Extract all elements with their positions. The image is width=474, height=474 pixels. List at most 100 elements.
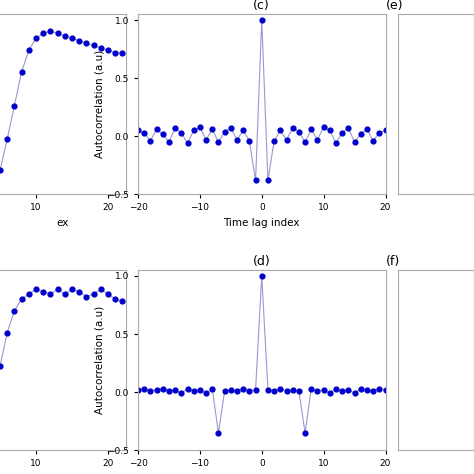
Point xyxy=(97,285,105,293)
Point xyxy=(32,285,40,293)
Point xyxy=(190,127,198,134)
Point xyxy=(369,137,377,145)
Text: (f): (f) xyxy=(386,255,400,268)
X-axis label: Time lag index: Time lag index xyxy=(224,218,300,228)
Point xyxy=(345,386,352,393)
Point xyxy=(10,102,18,109)
Point xyxy=(270,387,278,395)
Y-axis label: Autocorrelation (a.u): Autocorrelation (a.u) xyxy=(94,306,104,414)
Point xyxy=(25,291,33,298)
Point xyxy=(54,30,62,37)
Point xyxy=(153,386,160,393)
Point xyxy=(246,137,253,145)
Point xyxy=(32,35,40,42)
Point xyxy=(184,139,191,147)
Point xyxy=(338,129,346,137)
Point xyxy=(227,386,235,393)
Point xyxy=(252,386,259,393)
Text: (c): (c) xyxy=(254,0,270,12)
Point xyxy=(375,129,383,137)
Point xyxy=(118,49,126,56)
Point xyxy=(320,386,328,393)
Point xyxy=(382,127,389,134)
Point xyxy=(233,136,241,144)
Point xyxy=(134,386,142,393)
Point xyxy=(165,387,173,395)
Point xyxy=(184,385,191,392)
Point xyxy=(54,285,62,293)
Point xyxy=(209,126,216,133)
Point xyxy=(82,293,90,301)
Point xyxy=(326,127,334,134)
Point xyxy=(314,387,321,395)
Point xyxy=(239,127,247,134)
Point xyxy=(146,137,154,145)
Point xyxy=(233,387,241,395)
Point xyxy=(165,138,173,146)
Point xyxy=(178,390,185,397)
Point xyxy=(363,126,371,133)
Point xyxy=(215,429,222,437)
Point xyxy=(221,128,228,136)
Point xyxy=(18,68,26,76)
Point xyxy=(118,298,126,305)
Point xyxy=(111,49,119,56)
Point xyxy=(326,390,334,397)
Point xyxy=(252,177,259,184)
Point xyxy=(289,386,296,393)
Point xyxy=(314,136,321,144)
Point xyxy=(171,124,179,132)
Point xyxy=(246,387,253,395)
Point xyxy=(75,288,83,295)
Point xyxy=(363,386,371,393)
Point xyxy=(202,390,210,397)
Point xyxy=(140,129,148,137)
Point xyxy=(25,46,33,54)
Text: (d): (d) xyxy=(253,255,271,268)
Point xyxy=(10,307,18,315)
Point xyxy=(90,42,97,49)
Point xyxy=(357,130,365,138)
X-axis label: ex: ex xyxy=(57,218,69,228)
Point xyxy=(171,386,179,393)
Point xyxy=(332,139,340,147)
Point xyxy=(0,166,4,174)
Point xyxy=(46,27,54,35)
Point xyxy=(351,390,358,397)
Point xyxy=(159,385,166,392)
Point xyxy=(3,329,11,337)
Point xyxy=(146,387,154,395)
Point xyxy=(18,295,26,303)
Point xyxy=(375,385,383,392)
Point xyxy=(308,385,315,392)
Point xyxy=(276,385,284,392)
Point xyxy=(75,37,83,45)
Point xyxy=(104,291,112,298)
Point xyxy=(140,385,148,392)
Point xyxy=(46,291,54,298)
Point xyxy=(190,387,198,395)
Point xyxy=(345,124,352,132)
Point xyxy=(97,44,105,52)
Point xyxy=(283,136,290,144)
Point xyxy=(196,386,204,393)
Point xyxy=(178,129,185,137)
Point xyxy=(215,138,222,146)
Point xyxy=(301,429,309,437)
Point xyxy=(209,385,216,392)
Point xyxy=(276,127,284,134)
Point xyxy=(264,177,272,184)
Point xyxy=(61,32,69,40)
Point xyxy=(295,128,303,136)
Point xyxy=(338,387,346,395)
Point xyxy=(369,387,377,395)
Point xyxy=(264,386,272,393)
Point xyxy=(258,16,265,24)
Point xyxy=(308,126,315,133)
Point xyxy=(382,386,389,393)
Point xyxy=(202,136,210,144)
Point xyxy=(134,127,142,134)
Point xyxy=(283,387,290,395)
Point xyxy=(68,35,76,42)
Point xyxy=(0,363,4,370)
